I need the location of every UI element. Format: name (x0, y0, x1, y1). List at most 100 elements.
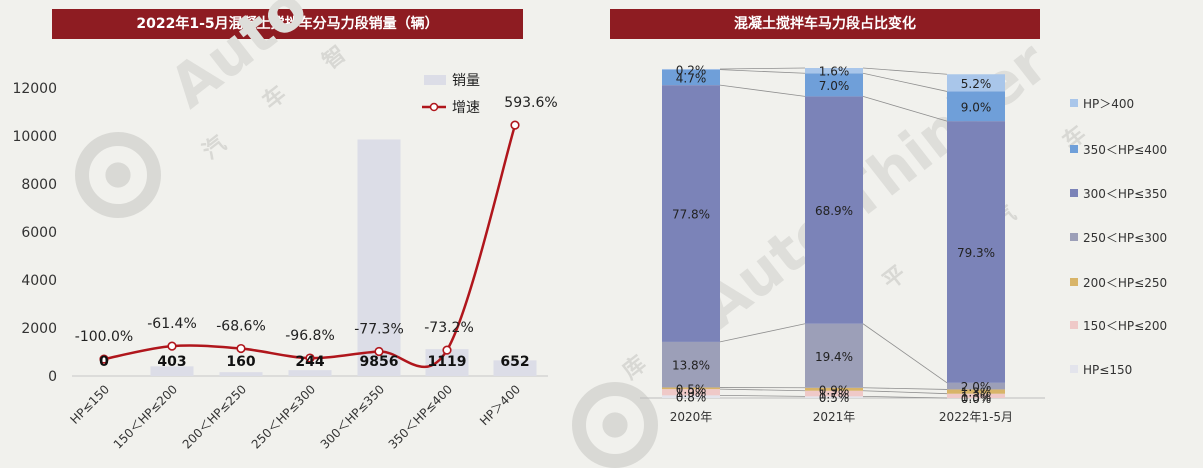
stack-segment (947, 74, 1005, 92)
watermark-logo-icon (75, 132, 161, 218)
growth-label: -73.2% (424, 320, 474, 336)
watermark-logo-icon (572, 382, 658, 468)
stack-segment (805, 73, 863, 97)
segment-label: 7.0% (819, 79, 850, 93)
bar-value-label: 9856 (360, 354, 399, 370)
series-connector (862, 95, 948, 122)
series-connector (719, 388, 806, 392)
segment-label: 1.3% (961, 390, 992, 404)
growth-point (305, 353, 315, 363)
series-connector (719, 84, 806, 97)
series-connector (862, 323, 948, 384)
legend-label: 150＜HP≤200 (1083, 319, 1167, 333)
y-tick-label: 4000 (21, 273, 57, 289)
bar-value-label: 160 (226, 354, 255, 370)
bar (150, 366, 194, 376)
bar (219, 372, 263, 376)
bar-value-label: 0 (99, 354, 109, 370)
x-category-label: 2021年 (813, 410, 856, 424)
watermark-logo-dot-icon (602, 412, 628, 438)
growth-label: -77.3% (354, 321, 404, 337)
series-connector (862, 390, 948, 395)
bar (493, 360, 537, 376)
growth-point (99, 354, 109, 364)
bar-value-label: 652 (500, 354, 529, 370)
segment-label: 77.8% (672, 208, 710, 222)
stack-segment (662, 387, 720, 390)
stack-segment (947, 91, 1005, 122)
series-connector (719, 323, 806, 343)
stack-segment (662, 85, 720, 342)
stack-segment (805, 68, 863, 74)
growth-label: -96.8% (285, 328, 335, 344)
legend-swatch (1070, 321, 1078, 329)
series-connector (862, 387, 948, 390)
stack-segment (947, 121, 1005, 383)
stack-segment (805, 387, 863, 391)
stack-segment (805, 396, 863, 398)
growth-point (236, 343, 246, 354)
legend-label-line: 增速 (452, 100, 480, 116)
stack-segment (805, 390, 863, 397)
segment-label: 2.0% (961, 380, 992, 394)
segment-label: 0.0% (961, 392, 992, 406)
chart1-title: 2022年1-5月混凝土搅拌车分马力段销量（辆） (52, 9, 523, 39)
stack-segment (947, 382, 1005, 390)
growth-point (510, 120, 520, 130)
segment-label: 0.5% (676, 382, 707, 396)
legend-label: 350＜HP≤400 (1083, 143, 1167, 157)
watermark-logo-dot-icon (105, 162, 131, 188)
segment-label: 0.8% (676, 391, 707, 405)
y-tick-label: 10000 (12, 129, 57, 145)
series-connector (862, 67, 948, 75)
growth-point (167, 341, 177, 351)
segment-label: 0.5% (819, 391, 850, 405)
legend-swatch (1070, 99, 1078, 107)
legend-label: 250＜HP≤300 (1083, 231, 1167, 245)
stack-segment (662, 341, 720, 388)
growth-label: -68.6% (216, 319, 266, 335)
growth-label: -61.4% (147, 316, 197, 332)
segment-label: 19.4% (815, 350, 853, 364)
legend-swatch (1070, 233, 1078, 241)
legend-label-bar: 销量 (452, 73, 480, 89)
segment-label: 5.2% (961, 77, 992, 91)
series-connector (719, 69, 806, 74)
series-connector (719, 67, 806, 70)
chart2-title: 混凝土搅拌车马力段占比变化 (610, 9, 1040, 39)
stack-segment (805, 96, 863, 324)
bar (357, 139, 401, 376)
segment-label: 79.3% (957, 246, 995, 260)
stack-segment (947, 393, 1005, 398)
segment-label: 0.9% (819, 383, 850, 397)
stack-segment (947, 389, 1005, 394)
legend-swatch (1070, 278, 1078, 286)
stack-segment (805, 323, 863, 388)
legend-label: 200＜HP≤250 (1083, 276, 1167, 290)
y-tick-label: 2000 (21, 321, 57, 337)
legend-swatch-bar (424, 75, 446, 85)
segment-label: 68.9% (815, 204, 853, 218)
growth-label: 593.6% (504, 95, 557, 111)
legend-swatch (1070, 145, 1078, 153)
x-category-label: 2022年1-5月 (939, 410, 1013, 424)
bar-value-label: 1119 (428, 354, 467, 370)
series-connector (862, 72, 948, 92)
legend-marker-line (429, 102, 439, 112)
segment-label: 1.7% (819, 388, 850, 402)
segment-label: 1.6% (819, 65, 850, 79)
segment-label: 1.3% (961, 386, 992, 400)
stack-segment (662, 69, 720, 86)
y-tick-label: 8000 (21, 177, 57, 193)
y-tick-label: 12000 (12, 81, 57, 97)
bar-value-label: 403 (157, 354, 186, 370)
legend-label: 300＜HP≤350 (1083, 187, 1167, 201)
segment-label: 9.0% (961, 100, 992, 114)
growth-point (442, 345, 452, 355)
x-category-label: 2020年 (670, 410, 713, 424)
stack-segment (662, 389, 720, 396)
series-connector (719, 394, 806, 397)
segment-label: 13.8% (672, 359, 710, 373)
